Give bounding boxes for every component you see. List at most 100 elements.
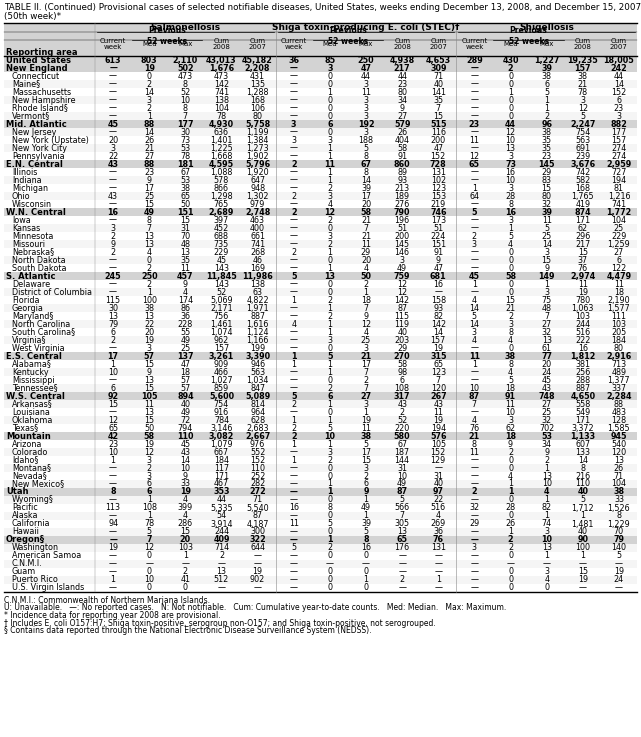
Text: Iowa: Iowa	[12, 215, 31, 225]
Text: 0: 0	[508, 343, 513, 352]
Text: 5: 5	[328, 424, 333, 433]
Text: 502: 502	[177, 63, 194, 72]
Text: Oregon§: Oregon§	[6, 536, 45, 545]
Text: 1,088: 1,088	[210, 167, 233, 176]
Text: 23: 23	[397, 80, 407, 88]
Text: 11: 11	[578, 279, 588, 288]
Text: New Hampshire: New Hampshire	[12, 96, 76, 105]
Text: 72: 72	[180, 416, 190, 425]
Text: 50: 50	[180, 200, 190, 209]
Text: 13: 13	[217, 567, 226, 576]
Text: 4,930: 4,930	[209, 119, 234, 128]
Text: 252: 252	[250, 472, 265, 481]
Text: California: California	[12, 520, 51, 528]
Text: 1: 1	[147, 495, 152, 505]
Text: 1,229: 1,229	[608, 520, 630, 528]
Text: 4: 4	[508, 240, 513, 248]
Text: —: —	[290, 536, 297, 545]
Text: 2: 2	[328, 543, 333, 553]
Text: 43: 43	[108, 159, 119, 169]
Text: 14: 14	[144, 88, 154, 97]
Text: 40: 40	[578, 487, 588, 497]
Text: 286: 286	[178, 520, 193, 528]
Text: 10: 10	[542, 480, 552, 489]
Text: 19: 19	[578, 576, 588, 584]
Text: —: —	[109, 111, 117, 121]
Bar	[4, 136, 637, 144]
Text: 41: 41	[180, 576, 190, 584]
Text: 0: 0	[328, 495, 333, 505]
Text: 21: 21	[506, 304, 515, 312]
Text: 780: 780	[575, 296, 590, 304]
Text: 29: 29	[542, 167, 552, 176]
Text: 2: 2	[472, 231, 477, 240]
Text: 0: 0	[328, 584, 333, 593]
Text: —: —	[470, 408, 478, 416]
Text: 3,914: 3,914	[210, 520, 233, 528]
Text: 46: 46	[253, 256, 263, 265]
Text: 515: 515	[430, 119, 447, 128]
Text: 268: 268	[250, 248, 265, 256]
Text: 2: 2	[110, 335, 115, 344]
Text: 11: 11	[469, 136, 479, 144]
Text: 250: 250	[141, 271, 158, 281]
Text: 78: 78	[217, 111, 226, 121]
Bar	[4, 480, 637, 488]
Text: 0: 0	[328, 375, 333, 385]
Bar	[4, 144, 637, 152]
Text: —: —	[109, 279, 117, 288]
Text: 19: 19	[361, 416, 371, 425]
Text: 52: 52	[397, 416, 407, 425]
Text: 168: 168	[250, 96, 265, 105]
Text: 13: 13	[144, 240, 154, 248]
Text: 38: 38	[542, 71, 552, 80]
Text: 5,600: 5,600	[209, 391, 234, 400]
Bar	[4, 416, 637, 424]
Text: 111: 111	[612, 312, 626, 321]
Text: —: —	[506, 559, 515, 568]
Text: 2,683: 2,683	[246, 424, 269, 433]
Bar	[4, 23, 637, 56]
Text: 131: 131	[431, 167, 445, 176]
Text: 2: 2	[472, 487, 477, 497]
Text: 3: 3	[363, 399, 369, 408]
Text: 860: 860	[394, 159, 410, 169]
Text: 87: 87	[469, 391, 480, 400]
Text: 49: 49	[361, 503, 371, 512]
Text: 5,335: 5,335	[210, 503, 233, 512]
Text: 2: 2	[147, 103, 152, 113]
Text: 946: 946	[250, 360, 265, 368]
Text: 5,758: 5,758	[245, 119, 271, 128]
Text: 115: 115	[106, 296, 121, 304]
Text: 25: 25	[144, 192, 154, 200]
Text: 3: 3	[328, 231, 333, 240]
Text: 2,208: 2,208	[245, 63, 271, 72]
Text: —: —	[290, 128, 297, 136]
Bar	[4, 408, 637, 416]
Text: 9: 9	[436, 256, 441, 265]
Text: 6: 6	[363, 480, 369, 489]
Text: 19: 19	[144, 335, 154, 344]
Text: 6: 6	[327, 391, 333, 400]
Text: 1,225: 1,225	[210, 144, 233, 153]
Bar	[4, 200, 637, 208]
Text: 47: 47	[433, 144, 444, 153]
Text: 20: 20	[542, 360, 552, 368]
Text: 108: 108	[395, 383, 410, 393]
Text: —: —	[290, 375, 297, 385]
Text: 181: 181	[177, 159, 194, 169]
Text: 4: 4	[508, 335, 513, 344]
Text: —: —	[290, 480, 297, 489]
Text: 702: 702	[539, 424, 554, 433]
Text: —: —	[470, 215, 478, 225]
Bar	[4, 352, 637, 360]
Text: Previous
52 weeks: Previous 52 weeks	[147, 27, 187, 46]
Text: 1,377: 1,377	[608, 375, 630, 385]
Text: 38: 38	[180, 184, 190, 192]
Text: 0: 0	[508, 455, 513, 464]
Text: —: —	[326, 559, 334, 568]
Text: 0: 0	[147, 71, 152, 80]
Text: 14: 14	[180, 455, 190, 464]
Text: 11: 11	[324, 159, 335, 169]
Text: 1: 1	[291, 352, 297, 360]
